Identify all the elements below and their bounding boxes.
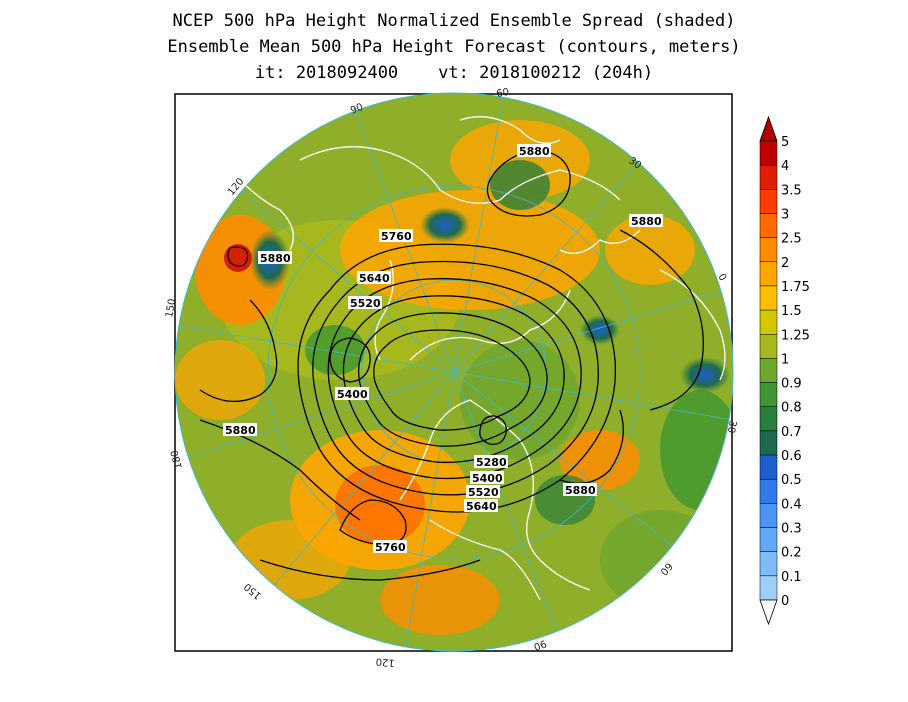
colorbar-swatch	[759, 527, 778, 552]
colorbar-label: 2.5	[781, 232, 802, 247]
colorbar-label: 2	[781, 256, 789, 271]
lon-label: 150	[164, 298, 178, 319]
colorbar-swatch	[759, 261, 778, 287]
lon-label: 180	[169, 449, 185, 470]
colorbar-swatch	[759, 551, 778, 577]
colorbar-label: 0.4	[781, 497, 802, 512]
lon-label: 30	[725, 419, 738, 433]
colorbar-label: 0.9	[781, 377, 802, 392]
colorbar-swatch	[759, 430, 778, 456]
colorbar-label: 3	[781, 207, 789, 222]
colorbar-swatch	[759, 575, 778, 601]
colorbar-label: 1	[781, 352, 789, 367]
contour-label: 5520	[468, 486, 499, 499]
colorbar-label: 0.8	[781, 401, 802, 416]
contour-label: 5760	[381, 230, 412, 243]
colorbar-label: 0.3	[781, 522, 802, 537]
colorbar-swatch	[759, 478, 778, 504]
title-line-1: NCEP 500 hPa Height Normalized Ensemble …	[172, 11, 736, 31]
colorbar-over-triangle	[759, 115, 778, 142]
colorbar-label: 5	[781, 135, 789, 150]
lon-label: 90	[532, 637, 548, 652]
colorbar-swatch	[759, 454, 778, 480]
colorbar-swatch	[759, 358, 778, 383]
contour-label: 5640	[466, 500, 497, 513]
colorbar-label: 0.1	[781, 570, 802, 585]
lon-label: 90	[349, 102, 365, 117]
contour-label: 5640	[359, 272, 390, 285]
colorbar-swatch	[759, 140, 778, 166]
contour-label: 5880	[519, 145, 550, 158]
coastlines	[239, 116, 726, 601]
graticule	[175, 93, 733, 651]
contour-label: 5760	[375, 541, 406, 554]
colorbar-label: 0.7	[781, 425, 802, 440]
colorbar-swatch	[759, 309, 778, 335]
contour-label: 5880	[225, 424, 256, 437]
lon-label: 0	[715, 272, 728, 283]
colorbar: 5 4 3.5 3 2.5 2 1.75 1.5 1.25 1 0.9 0.8 0.7 0.6 0.5 0.4…	[759, 115, 810, 626]
init-time: it: 2018092400	[254, 63, 399, 83]
contour-label: 5880	[565, 484, 596, 497]
colorbar-label: 0.5	[781, 473, 802, 488]
valid-time: vt: 2018100212 (204h)	[438, 63, 654, 83]
colorbar-swatch	[759, 189, 778, 214]
colorbar-swatch	[759, 334, 778, 359]
colorbar-label: 3.5	[781, 183, 802, 198]
colorbar-label: 0.6	[781, 449, 802, 464]
colorbar-swatch	[759, 213, 778, 238]
colorbar-swatch	[759, 237, 778, 263]
contour-label: 5400	[337, 388, 368, 401]
colorbar-label: 0	[781, 594, 789, 609]
hemisphere-edge	[174, 92, 734, 652]
contour-label: 5520	[350, 297, 381, 310]
colorbar-swatch	[759, 285, 778, 311]
contour-label: 5880	[260, 252, 291, 265]
lon-label: 120	[375, 655, 395, 668]
colorbar-swatch	[759, 503, 778, 528]
contour-label: 5400	[472, 472, 503, 485]
colorbar-swatch	[759, 164, 778, 190]
title-line-2: Ensemble Mean 500 hPa Height Forecast (c…	[167, 37, 741, 57]
colorbar-label: 1.75	[781, 280, 810, 295]
contour-label: 5280	[476, 456, 507, 469]
lon-label: 60	[496, 87, 510, 100]
colorbar-label: 1.5	[781, 304, 802, 319]
colorbar-label: 4	[781, 159, 789, 174]
colorbar-swatch	[759, 406, 778, 432]
colorbar-swatch	[759, 382, 778, 407]
colorbar-under-triangle	[759, 599, 778, 626]
contour-labels: 5880 5880 5760 5880 5640 5520 5400 5880 …	[223, 144, 663, 554]
colorbar-label: 0.2	[781, 546, 802, 561]
contour-label: 5880	[631, 215, 662, 228]
title-line-3: it: 2018092400 vt: 2018100212 (204h)	[0, 62, 908, 84]
colorbar-label: 1.25	[781, 328, 810, 343]
